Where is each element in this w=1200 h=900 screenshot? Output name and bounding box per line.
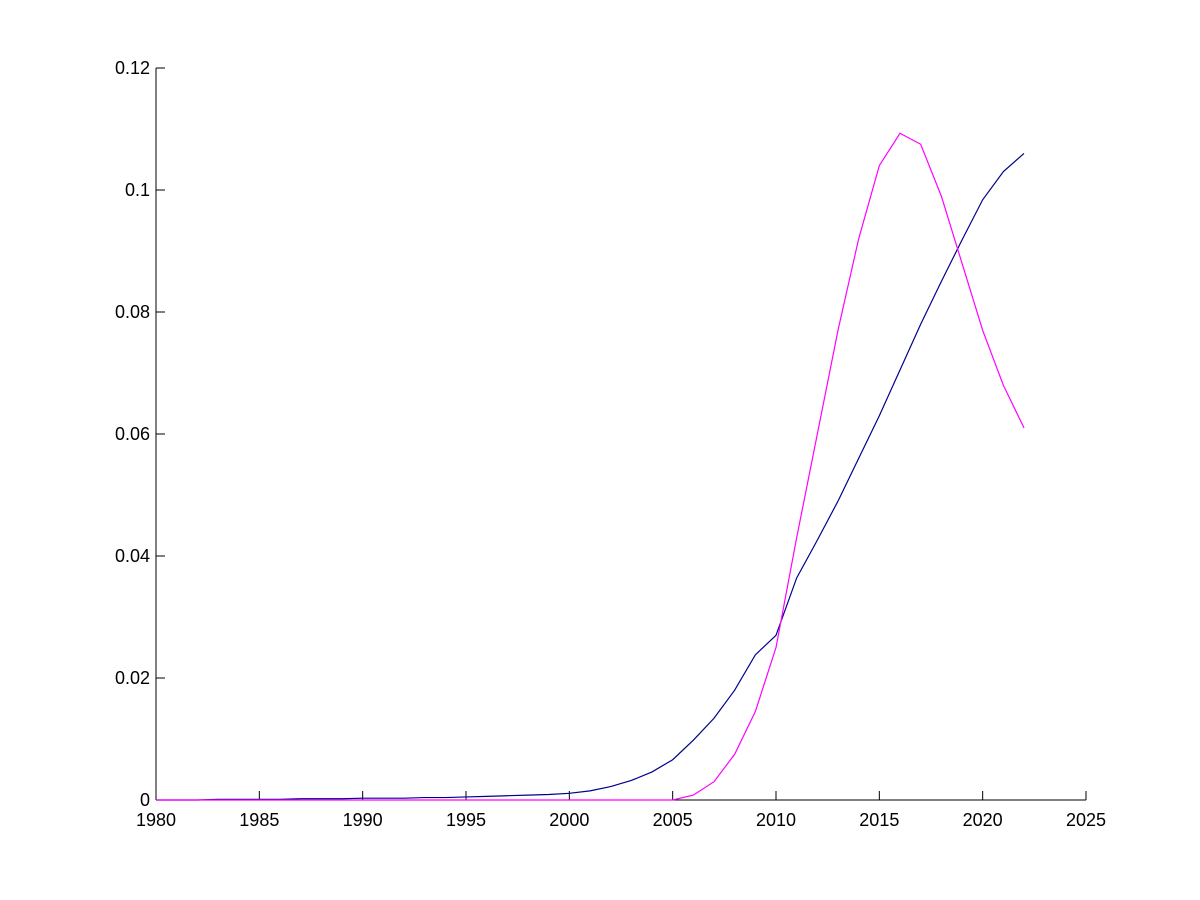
y-tick-label: 0.1	[125, 180, 150, 200]
y-tick-label: 0.02	[115, 668, 150, 688]
x-tick-label: 2005	[653, 810, 693, 830]
y-tick-label: 0.04	[115, 546, 150, 566]
y-tick-label: 0.06	[115, 424, 150, 444]
series-line	[156, 132, 1025, 801]
x-tick-label: 2010	[756, 810, 796, 830]
x-tick-label: 1995	[446, 810, 486, 830]
x-tick-label: 1990	[343, 810, 383, 830]
x-tick-label: 2020	[963, 810, 1003, 830]
x-tick-label: 1985	[239, 810, 279, 830]
x-tick-label: 2015	[859, 810, 899, 830]
y-tick-label: 0	[140, 790, 150, 810]
x-tick-label: 1980	[136, 810, 176, 830]
y-tick-label: 0.12	[115, 58, 150, 78]
x-tick-label: 2000	[549, 810, 589, 830]
x-tick-label: 2025	[1066, 810, 1106, 830]
y-tick-label: 0.08	[115, 302, 150, 322]
series-line	[156, 152, 1025, 801]
